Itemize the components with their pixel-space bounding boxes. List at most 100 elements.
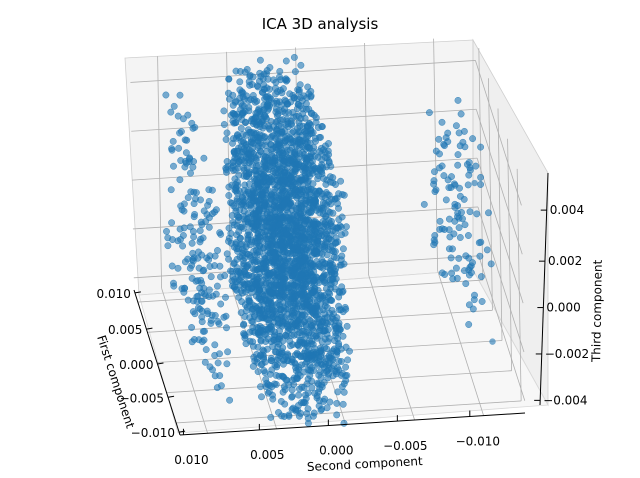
scatter-point — [307, 243, 315, 251]
x-tick-mark — [146, 327, 153, 330]
scatter-point — [279, 266, 287, 273]
scatter-point — [251, 237, 259, 245]
scatter-point — [246, 337, 254, 345]
y-tick-label: −0.010 — [456, 435, 500, 449]
scatter-point — [190, 200, 198, 208]
scatter-point — [334, 388, 342, 396]
scatter-point — [278, 154, 286, 162]
scatter-point — [223, 250, 231, 258]
x-tick-mark — [134, 291, 142, 294]
scatter-point — [252, 134, 260, 142]
scatter-point — [237, 124, 245, 132]
scatter-point — [256, 287, 263, 294]
scatter-point — [264, 75, 272, 83]
scatter-point — [222, 136, 230, 143]
scatter-point — [175, 144, 183, 152]
scatter-point — [470, 296, 478, 304]
scatter-point — [249, 161, 257, 169]
scatter-point — [457, 110, 465, 118]
scatter-point — [452, 122, 460, 130]
scatter-point — [193, 297, 201, 305]
scatter-point — [292, 298, 300, 305]
scatter-point — [162, 91, 170, 99]
scatter-point — [342, 377, 350, 384]
scatter-point — [263, 67, 271, 74]
scatter-point — [320, 327, 328, 335]
scatter-point — [307, 92, 315, 100]
scatter-point — [465, 266, 473, 274]
scatter-point — [249, 140, 257, 147]
scatter-point — [304, 415, 312, 422]
scatter-point — [236, 206, 244, 214]
scatter-point — [225, 224, 233, 232]
scatter-point — [236, 68, 244, 75]
scatter-point — [230, 259, 238, 267]
grid-line — [161, 288, 208, 434]
scatter-point — [225, 183, 233, 191]
scatter-point — [321, 142, 329, 150]
scatter-point — [305, 235, 313, 243]
scatter-point — [272, 90, 279, 98]
scatter-point — [180, 224, 188, 232]
scatter-point — [283, 147, 291, 154]
scatter-point — [205, 223, 213, 231]
scatter-point — [250, 342, 257, 350]
scatter-point — [343, 322, 351, 330]
scatter-point — [236, 253, 244, 261]
scatter-point — [237, 273, 245, 281]
scatter-point — [271, 208, 278, 215]
scatter-point — [298, 233, 306, 241]
scatter-point — [260, 353, 267, 361]
scatter-point — [182, 149, 190, 157]
scatter-point — [288, 392, 296, 400]
scatter-point — [163, 227, 170, 235]
scatter-point — [287, 174, 295, 182]
scatter-point — [300, 368, 308, 376]
scatter-point — [207, 273, 215, 281]
scatter-point — [313, 318, 321, 326]
grid-line — [475, 109, 523, 255]
scatter-point — [279, 116, 287, 124]
scatter-point — [195, 248, 202, 256]
scatter-point — [462, 280, 470, 287]
scatter-point — [225, 192, 233, 199]
scatter-point — [297, 214, 305, 222]
scatter-point — [297, 199, 305, 207]
grid-line — [477, 206, 525, 353]
scatter-point — [322, 355, 330, 362]
scatter-point — [333, 399, 341, 407]
scatter-point — [208, 210, 216, 218]
scatter-point — [478, 298, 486, 305]
scatter-point — [253, 251, 261, 259]
scatter-point — [240, 284, 248, 292]
scatter-point — [197, 235, 205, 243]
scatter-point — [318, 349, 325, 357]
scatter-point — [316, 262, 324, 270]
scatter-point — [466, 208, 474, 216]
scatter-point — [290, 54, 298, 61]
scatter-point — [311, 353, 319, 361]
scatter-point — [465, 301, 473, 309]
scatter-point — [278, 291, 286, 299]
scatter-point — [303, 298, 310, 306]
scatter-point — [225, 234, 233, 242]
scatter-point — [328, 365, 336, 372]
scatter-point — [211, 312, 219, 319]
scatter-point — [232, 184, 240, 192]
scatter-point — [307, 154, 315, 161]
scatter-point — [465, 321, 473, 328]
scatter-point — [263, 137, 270, 145]
grid-line — [476, 157, 524, 304]
x-tick-mark — [178, 430, 186, 433]
scatter-point — [436, 217, 444, 225]
scatter-point — [321, 278, 328, 286]
scatter-point — [326, 208, 334, 216]
scatter-point — [321, 194, 329, 202]
scatter-point — [216, 372, 224, 379]
scatter-point — [255, 183, 263, 191]
scatter-point — [282, 332, 290, 339]
scatter-point — [444, 129, 452, 137]
scatter-point — [268, 152, 276, 160]
scatter-point — [257, 383, 264, 391]
